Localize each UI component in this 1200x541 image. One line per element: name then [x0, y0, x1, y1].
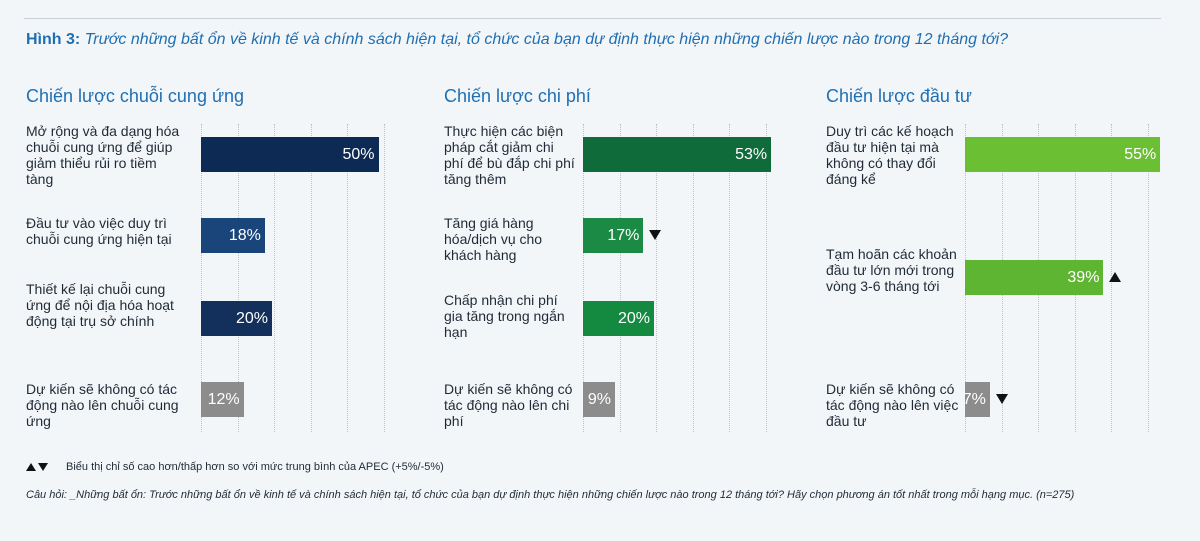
- legend-text: Biểu thị chỉ số cao hơn/thấp hơn so với …: [66, 461, 444, 473]
- gridline: [656, 124, 657, 432]
- chart-panel-chien-luoc-chi-phi: Chiến lược chi phí Thực hiện các biện phá…: [444, 0, 783, 541]
- footnote: Câu hỏi: _Những bất ổn: Trước những bất …: [26, 489, 1075, 501]
- bar: 12%: [201, 382, 244, 417]
- bar: 20%: [583, 301, 654, 336]
- gridline: [583, 124, 584, 432]
- gridline: [310, 124, 312, 432]
- gridline: [1147, 124, 1149, 432]
- triangle-down-icon: [38, 463, 48, 471]
- figure-title: Hình 3: Trước những bất ổn về kinh tế và…: [26, 31, 1008, 49]
- chart-panel-chien-luoc-chuoi-cung-ung: Chiến lược chuỗi cung ứng Mở rộng và đa d…: [26, 0, 401, 541]
- bar: 20%: [201, 301, 272, 336]
- triangle-up-icon: [1109, 272, 1122, 282]
- category-label: Tạm hoãn các khoản đầu tư lớn mới trong …: [826, 246, 957, 294]
- bar-value-label: 20%: [617, 310, 650, 327]
- bar-value-label: 17%: [607, 227, 640, 244]
- bar: 55%: [965, 137, 1161, 172]
- chart-panel-chien-luoc-dau-tu: Chiến lược đầu tư Duy trì các kế hoạch đầ…: [826, 0, 1165, 541]
- figure-label: Hình 3:: [26, 31, 81, 48]
- gridline: [729, 124, 730, 432]
- chart-title: Chiến lược chi phí: [444, 86, 591, 106]
- bar-value-label: 55%: [1124, 146, 1157, 163]
- gridline: [274, 124, 275, 432]
- category-label: Mở rộng và đa dạng hóa chuỗi cung ứng để…: [26, 123, 180, 187]
- triangle-down-icon: [995, 394, 1008, 404]
- category-label: Dự kiến sẽ không có tác động nào lên chi…: [444, 381, 573, 429]
- bar-value-label: 12%: [207, 391, 240, 408]
- chart-title: Chiến lược đầu tư: [826, 86, 972, 106]
- category-label: Duy trì các kế hoạch đầu tư hiện tại mà …: [826, 123, 954, 187]
- figure-question: Trước những bất ổn về kinh tế và chính s…: [84, 31, 1009, 48]
- bar-value-label: 18%: [228, 227, 261, 244]
- bar-value-label: 20%: [235, 310, 268, 327]
- bar-value-label: 50%: [342, 146, 375, 163]
- gridline: [347, 124, 348, 432]
- bar-value-label: 7%: [962, 391, 986, 408]
- bar: 18%: [201, 218, 265, 253]
- bar-value-label: 39%: [1067, 269, 1100, 286]
- bar: 9%: [583, 382, 615, 417]
- category-label: Dự kiến sẽ không có tác động nào lên chu…: [26, 381, 179, 429]
- gridline: [237, 124, 239, 432]
- category-label: Thực hiện các biện pháp cắt giảm chi phí…: [444, 123, 575, 187]
- bar: 53%: [583, 137, 772, 172]
- triangle-down-icon: [649, 230, 662, 240]
- top-divider: [24, 18, 1161, 19]
- category-label: Đầu tư vào việc duy trì chuỗi cung ứng h…: [26, 215, 172, 247]
- bar-value-label: 53%: [735, 146, 768, 163]
- category-label: Thiết kế lại chuỗi cung ứng để nội địa h…: [26, 281, 174, 329]
- chart-title: Chiến lược chuỗi cung ứng: [26, 86, 245, 106]
- bar: 17%: [583, 218, 644, 253]
- category-label: Chấp nhận chi phí gia tăng trong ngắn hạ…: [444, 292, 565, 340]
- gridline: [765, 124, 767, 432]
- gridline: [383, 124, 385, 432]
- bar: 7%: [962, 382, 990, 417]
- gridline: [692, 124, 694, 432]
- gridline: [201, 124, 202, 432]
- category-label: Tăng giá hàng hóa/dịch vụ cho khách hàng: [444, 215, 543, 263]
- category-label: Dự kiến sẽ không có tác động nào lên việ…: [826, 381, 959, 429]
- legend: Biểu thị chỉ số cao hơn/thấp hơn so với …: [26, 461, 444, 473]
- bar-value-label: 9%: [587, 391, 611, 408]
- bar: 39%: [965, 260, 1104, 295]
- bar: 50%: [201, 137, 379, 172]
- triangle-up-icon: [26, 463, 36, 471]
- gridline: [619, 124, 621, 432]
